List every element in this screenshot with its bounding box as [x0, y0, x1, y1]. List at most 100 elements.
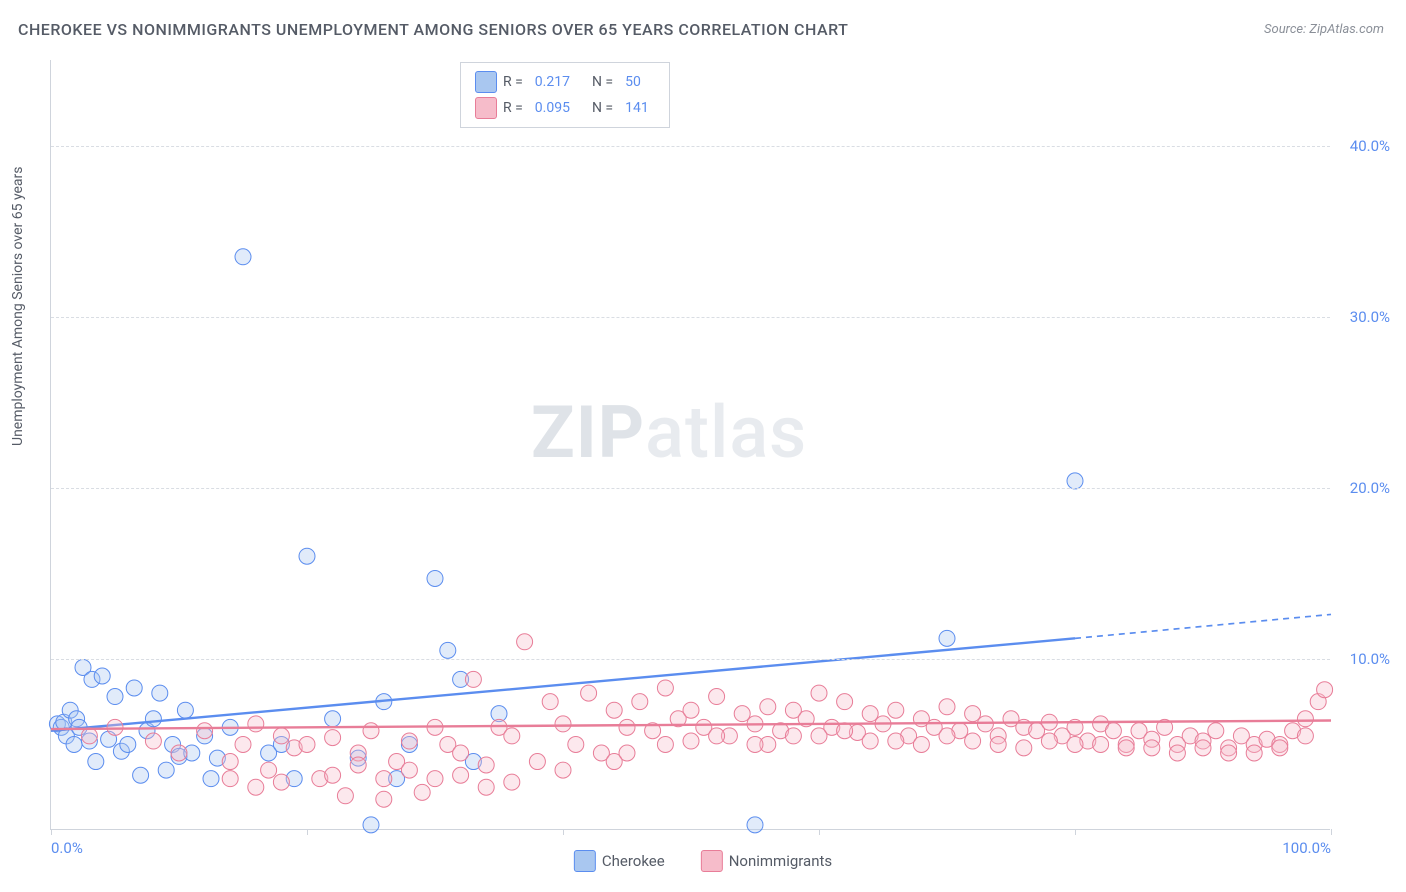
scatter-point — [504, 728, 520, 744]
scatter-point — [222, 771, 238, 787]
scatter-point — [811, 685, 827, 701]
scatter-point — [453, 767, 469, 783]
legend-swatch — [475, 97, 497, 119]
scatter-point — [197, 723, 213, 739]
y-tick-label: 20.0% — [1350, 479, 1390, 497]
scatter-point — [632, 694, 648, 710]
legend-bottom-item: Nonimmigrants — [701, 848, 832, 874]
scatter-point — [785, 728, 801, 744]
x-tick — [1331, 829, 1332, 835]
scatter-point — [504, 774, 520, 790]
scatter-point — [529, 754, 545, 770]
scatter-point — [606, 702, 622, 718]
scatter-point — [837, 694, 853, 710]
plot-area: ZIPatlas 10.0%20.0%30.0%40.0%0.0%100.0% — [50, 60, 1330, 830]
scatter-point — [273, 774, 289, 790]
scatter-point — [401, 733, 417, 749]
scatter-point — [376, 791, 392, 807]
scatter-point — [427, 771, 443, 787]
scatter-point — [414, 784, 430, 800]
scatter-point — [401, 762, 417, 778]
legend-bottom-item: Cherokee — [574, 848, 665, 874]
scatter-point — [862, 706, 878, 722]
scatter-point — [145, 733, 161, 749]
scatter-point — [478, 757, 494, 773]
scatter-point — [325, 730, 341, 746]
plot-svg — [51, 60, 1330, 829]
y-tick-label: 30.0% — [1350, 308, 1390, 326]
scatter-point — [965, 706, 981, 722]
scatter-point — [376, 771, 392, 787]
scatter-point — [158, 762, 174, 778]
scatter-point — [152, 685, 168, 701]
scatter-point — [811, 728, 827, 744]
scatter-point — [478, 779, 494, 795]
scatter-point — [440, 642, 456, 658]
x-tick — [563, 829, 564, 835]
x-tick — [51, 829, 52, 835]
grid-line — [51, 488, 1330, 489]
scatter-point — [683, 702, 699, 718]
scatter-point — [542, 694, 558, 710]
legend-n-value: 141 — [625, 95, 649, 121]
scatter-point — [657, 680, 673, 696]
legend-row: R =0.095N =141 — [475, 95, 655, 121]
scatter-point — [913, 736, 929, 752]
scatter-point — [273, 728, 289, 744]
scatter-point — [94, 668, 110, 684]
scatter-point — [145, 711, 161, 727]
grid-line — [51, 659, 1330, 660]
legend-bottom: Cherokee Nonimmigrants — [574, 848, 832, 874]
legend-r-value: 0.217 — [535, 69, 570, 95]
scatter-point — [363, 817, 379, 833]
scatter-point — [1221, 745, 1237, 761]
y-axis-label: Unemployment Among Seniors over 65 years — [10, 167, 26, 447]
scatter-point — [1272, 740, 1288, 756]
legend-n-value: 50 — [625, 69, 641, 95]
scatter-point — [619, 745, 635, 761]
scatter-point — [1297, 728, 1313, 744]
legend-r-value: 0.095 — [535, 95, 570, 121]
scatter-point — [709, 728, 725, 744]
scatter-point — [965, 733, 981, 749]
scatter-point — [939, 699, 955, 715]
scatter-point — [888, 702, 904, 718]
x-tick — [1075, 829, 1076, 835]
x-tick-label: 0.0% — [51, 839, 83, 857]
scatter-point — [734, 706, 750, 722]
scatter-point — [299, 736, 315, 752]
scatter-point — [1105, 723, 1121, 739]
grid-line — [51, 146, 1330, 147]
scatter-point — [990, 736, 1006, 752]
scatter-point — [888, 733, 904, 749]
scatter-point — [107, 689, 123, 705]
scatter-point — [1317, 682, 1333, 698]
scatter-point — [1144, 740, 1160, 756]
scatter-point — [619, 719, 635, 735]
scatter-point — [1195, 740, 1211, 756]
legend-series-label: Nonimmigrants — [729, 848, 832, 874]
legend-r-label: R = — [503, 69, 523, 95]
grid-line — [51, 317, 1330, 318]
scatter-point — [555, 762, 571, 778]
scatter-point — [465, 671, 481, 687]
scatter-point — [126, 680, 142, 696]
scatter-point — [453, 745, 469, 761]
scatter-point — [1246, 745, 1262, 761]
scatter-point — [747, 817, 763, 833]
legend-swatch — [701, 850, 723, 872]
x-tick-label: 100.0% — [1282, 839, 1331, 857]
trend-line-extension — [1075, 614, 1331, 638]
scatter-point — [248, 716, 264, 732]
scatter-point — [939, 630, 955, 646]
scatter-point — [203, 771, 219, 787]
chart-title: CHEROKEE VS NONIMMIGRANTS UNEMPLOYMENT A… — [18, 20, 848, 39]
scatter-point — [66, 736, 82, 752]
scatter-point — [107, 719, 123, 735]
scatter-point — [1208, 723, 1224, 739]
scatter-point — [1118, 740, 1134, 756]
scatter-point — [568, 736, 584, 752]
scatter-point — [1093, 736, 1109, 752]
scatter-point — [760, 699, 776, 715]
source-label: Source: ZipAtlas.com — [1264, 22, 1384, 37]
